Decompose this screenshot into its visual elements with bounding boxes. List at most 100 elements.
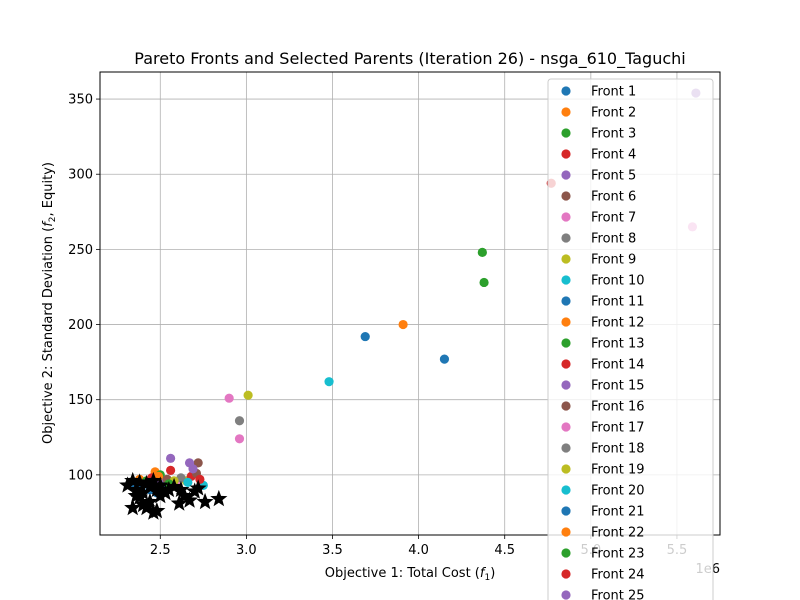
legend-label: Front 16 [591,400,645,415]
selected-parents [119,471,228,520]
selected-parent-star [127,486,145,504]
legend-marker [561,401,571,411]
legend-label: Front 15 [591,379,645,394]
plot-frame [99,71,721,536]
data-point-front-12 [398,319,408,330]
legend-label: Front 8 [591,232,636,247]
legend-label: Front 9 [591,253,636,268]
legend-marker [561,380,571,390]
selected-parent-star [137,498,156,516]
legend-label: Front 6 [591,190,636,205]
x-tick-label: 3.0 [236,543,257,558]
selected-parent-star [210,489,228,507]
x-tick-label: 2.5 [150,543,171,558]
legend-marker [561,590,571,600]
legend-marker [561,359,571,369]
legend-label: Front 5 [591,169,636,184]
legend-marker [561,191,571,201]
legend-label: Front 11 [591,295,645,310]
legend-marker [561,338,571,348]
data-point-front-6 [193,458,203,468]
legend-marker [561,107,571,117]
selected-parent-star [172,480,190,498]
selected-parent-star [181,491,199,508]
data-point-front-18 [176,473,186,483]
data-point-front-11 [439,354,450,364]
legend-label: Front 18 [591,442,645,457]
y-tick-label: 300 [68,168,93,183]
legend-label: Front 17 [591,421,645,436]
legend-label: Front 23 [591,547,645,562]
legend-label: Front 13 [591,337,645,352]
legend-marker [561,317,571,327]
legend-label: Front 19 [591,463,645,478]
legend-label: Front 7 [591,211,636,226]
legend-box [547,78,714,600]
y-tick-label: 350 [68,93,93,108]
data-point-front-4 [166,465,176,475]
legend-label: Front 20 [591,484,645,499]
data-point-front-13 [477,247,487,257]
y-tick-label: 200 [68,318,93,333]
legend-marker [561,485,571,495]
y-axis-label: Objective 2: Standard Deviation (f2, Equ… [41,162,58,444]
selected-parent-star [165,477,183,495]
selected-parent-star [156,483,174,501]
y-tick-label: 250 [68,243,93,258]
data-point-front-5 [166,453,176,463]
legend-label: Front 14 [591,358,645,373]
x-axis-label: Objective 1: Total Cost (f1) [325,566,496,583]
selected-parent-star [189,479,207,496]
data-point-front-8 [234,416,245,426]
legend-marker [561,506,571,516]
legend-marker [561,464,571,474]
legend-marker [561,149,571,159]
legend-marker [561,527,571,537]
selected-parent-star [134,483,152,501]
x-tick-label: 4.0 [408,543,429,558]
selected-parent-star [119,476,137,493]
selected-parent-star [196,492,214,510]
selected-parent-star [148,501,166,519]
selected-parent-star [137,474,156,492]
legend-label: Front 4 [591,148,636,163]
legend-marker [561,548,571,558]
data-point-front-13 [479,277,489,288]
legend-label: Front 3 [591,127,636,142]
data-point-front-24 [195,474,205,484]
x-tick-label: 3.5 [322,543,343,558]
selected-parent-star [151,476,169,493]
data-point-front-9 [243,390,253,400]
legend-marker [561,569,571,579]
legend-marker [561,275,571,285]
legend-label: Front 2 [591,106,636,121]
legend-marker [561,170,571,180]
legend-marker [561,443,571,453]
data-point-front-7 [224,393,234,403]
legend-label: Front 25 [591,589,645,600]
legend-label: Front 10 [591,274,645,289]
selected-parent-star [170,494,188,511]
selected-parent-star [144,471,162,489]
selected-parent-star [134,495,152,513]
legend-marker [561,86,571,96]
data-point-front-25 [188,464,198,474]
legend-label: Front 1 [591,85,636,100]
legend-marker [561,296,571,306]
selected-parent-star [141,492,159,510]
legend-label: Front 24 [591,568,645,583]
legend-label: Front 12 [591,316,645,331]
legend-label: Front 22 [591,526,645,541]
selected-parent-star [160,480,178,498]
legend-marker [561,128,571,138]
legend-marker [561,254,571,264]
selected-parent-star [124,498,142,516]
legend-marker [561,233,571,243]
selected-parent-star [151,486,169,504]
y-tick-label: 150 [68,393,93,408]
data-point-front-20 [183,477,193,487]
legend-marker [561,422,571,432]
data-point-front-10 [324,377,334,387]
y-tick-label: 100 [68,468,93,483]
